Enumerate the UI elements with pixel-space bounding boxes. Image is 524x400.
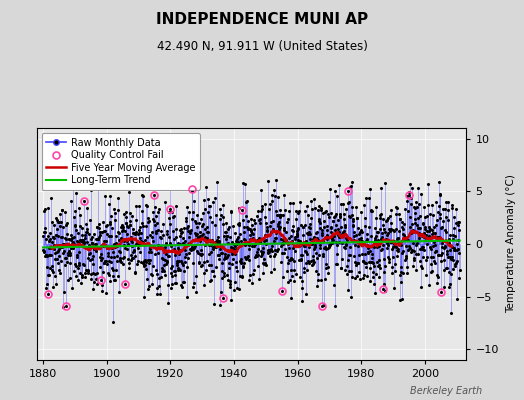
Text: 42.490 N, 91.911 W (United States): 42.490 N, 91.911 W (United States) xyxy=(157,40,367,53)
Y-axis label: Temperature Anomaly (°C): Temperature Anomaly (°C) xyxy=(506,174,516,314)
Text: INDEPENDENCE MUNI AP: INDEPENDENCE MUNI AP xyxy=(156,12,368,27)
Legend: Raw Monthly Data, Quality Control Fail, Five Year Moving Average, Long-Term Tren: Raw Monthly Data, Quality Control Fail, … xyxy=(41,133,200,190)
Text: Berkeley Earth: Berkeley Earth xyxy=(410,386,482,396)
